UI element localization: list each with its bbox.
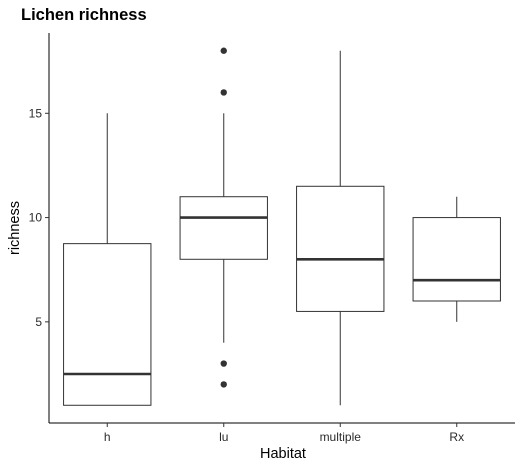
- x-tick-label: multiple: [320, 430, 362, 444]
- box-group-lu: [179, 47, 268, 388]
- y-tick-label: 5: [35, 315, 42, 329]
- outlier-point: [220, 47, 227, 54]
- x-tick-label: lu: [219, 430, 228, 444]
- x-tick-label: Rx: [449, 430, 464, 444]
- outlier-point: [220, 381, 227, 388]
- y-tick-label: 10: [29, 211, 43, 225]
- box-group-multiple: [296, 50, 385, 406]
- outlier-point: [220, 360, 227, 367]
- y-tick-label: 15: [29, 106, 43, 120]
- axes-layer: [48, 33, 515, 424]
- y-axis-title: richness: [7, 201, 23, 255]
- chart-title: Lichen richness: [21, 6, 147, 24]
- ticks-layer: 5 10 15 h lu multiple Rx: [29, 106, 464, 444]
- box-group-Rx: [412, 196, 501, 322]
- x-axis-title: Habitat: [260, 446, 306, 462]
- boxes-layer: [63, 47, 501, 406]
- box-iqr: [179, 196, 268, 260]
- box-iqr: [296, 185, 385, 312]
- box-iqr: [63, 243, 152, 406]
- box-group-h: [63, 113, 152, 406]
- x-tick-label: h: [104, 430, 111, 444]
- outlier-point: [220, 89, 227, 96]
- box-iqr: [412, 217, 501, 302]
